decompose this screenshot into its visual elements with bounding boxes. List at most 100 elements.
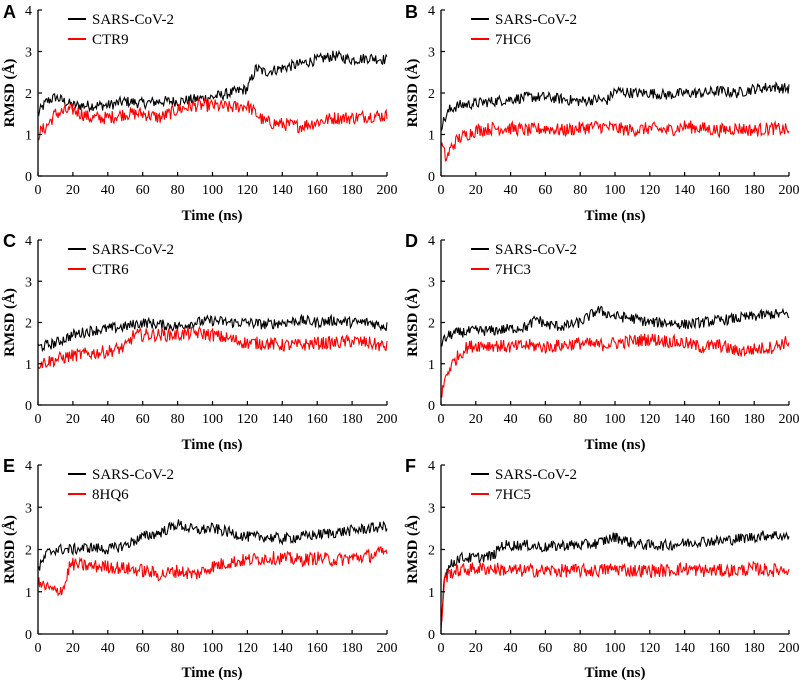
series-line-sars-cov-2 [440, 305, 790, 347]
y-tick-label: 0 [25, 399, 32, 414]
y-tick-label: 4 [25, 4, 32, 19]
x-tick-label: 80 [573, 412, 587, 427]
y-tick-label: 3 [25, 501, 32, 516]
x-tick-label: 180 [342, 183, 363, 198]
series-line-sars-cov-2 [440, 81, 790, 132]
x-tick-label: 20 [66, 641, 80, 656]
x-tick-label: 100 [605, 412, 626, 427]
panel-letter: D [405, 231, 418, 251]
x-tick-label: 60 [538, 412, 552, 427]
x-tick-label: 120 [639, 641, 660, 656]
x-tick-label: 0 [438, 641, 445, 656]
legend-label: SARS-CoV-2 [92, 12, 174, 28]
y-tick-label: 2 [25, 317, 32, 332]
series-line-ctr9 [37, 97, 388, 141]
x-axis-title: Time (ns) [585, 208, 646, 224]
y-tick-label: 3 [428, 501, 435, 516]
series-line-sars-cov-2 [37, 49, 388, 117]
series-line-8hq6 [37, 545, 388, 597]
x-tick-label: 40 [504, 412, 518, 427]
x-tick-label: 80 [171, 412, 185, 427]
y-tick-label: 4 [25, 459, 32, 474]
y-axis-title: RMSD (Å) [405, 59, 421, 128]
legend-label: SARS-CoV-2 [495, 467, 577, 483]
x-tick-label: 140 [674, 183, 695, 198]
x-tick-label: 0 [438, 183, 445, 198]
x-tick-label: 100 [202, 183, 223, 198]
legend-label: SARS-CoV-2 [495, 242, 577, 258]
y-tick-label: 1 [25, 586, 32, 601]
x-tick-label: 200 [377, 641, 398, 656]
x-tick-label: 160 [709, 183, 730, 198]
x-tick-label: 180 [744, 183, 765, 198]
x-tick-label: 0 [35, 183, 42, 198]
x-tick-label: 20 [66, 412, 80, 427]
x-tick-label: 100 [605, 641, 626, 656]
x-tick-label: 200 [779, 641, 800, 656]
x-tick-label: 20 [66, 183, 80, 198]
x-tick-label: 60 [538, 183, 552, 198]
x-tick-label: 180 [342, 641, 363, 656]
x-tick-label: 60 [538, 641, 552, 656]
series-line-7hc5 [440, 560, 790, 625]
x-tick-label: 200 [377, 183, 398, 198]
x-tick-label: 60 [136, 412, 150, 427]
x-tick-label: 20 [469, 641, 483, 656]
legend-label: 7HC5 [495, 487, 531, 503]
series-line-7hc3 [440, 333, 790, 399]
legend-label: 7HC6 [495, 32, 531, 48]
y-tick-label: 4 [25, 234, 32, 249]
legend-label: 8HQ6 [92, 487, 129, 503]
x-axis-title: Time (ns) [585, 437, 646, 453]
x-axis-title: Time (ns) [182, 437, 243, 453]
series-line-sars-cov-2 [440, 530, 790, 632]
x-tick-label: 160 [709, 641, 730, 656]
y-tick-label: 2 [428, 87, 435, 102]
x-tick-label: 160 [307, 183, 328, 198]
y-tick-label: 0 [25, 628, 32, 643]
x-tick-label: 200 [377, 412, 398, 427]
x-tick-label: 180 [744, 641, 765, 656]
x-tick-label: 160 [709, 412, 730, 427]
x-tick-label: 80 [573, 641, 587, 656]
series-line-sars-cov-2 [37, 519, 388, 571]
panel-letter: C [3, 231, 16, 251]
y-tick-label: 3 [428, 275, 435, 290]
x-tick-label: 80 [171, 641, 185, 656]
y-axis-title: RMSD (Å) [2, 515, 18, 584]
y-tick-label: 1 [428, 129, 435, 144]
y-tick-label: 0 [25, 170, 32, 185]
x-tick-label: 120 [237, 183, 258, 198]
series-line-sars-cov-2 [37, 313, 388, 353]
x-tick-label: 40 [504, 641, 518, 656]
y-tick-label: 1 [25, 358, 32, 373]
y-tick-label: 2 [25, 544, 32, 559]
y-tick-label: 4 [428, 4, 435, 19]
x-tick-label: 160 [307, 412, 328, 427]
x-tick-label: 120 [639, 412, 660, 427]
x-tick-label: 100 [202, 412, 223, 427]
panel-letter: B [405, 2, 418, 22]
x-tick-label: 200 [779, 183, 800, 198]
x-tick-label: 140 [272, 641, 293, 656]
y-tick-label: 3 [25, 46, 32, 61]
x-tick-label: 40 [101, 183, 115, 198]
y-axis-title: RMSD (Å) [405, 288, 421, 357]
x-tick-label: 60 [136, 183, 150, 198]
y-tick-label: 2 [428, 317, 435, 332]
y-tick-label: 3 [428, 46, 435, 61]
x-tick-label: 100 [202, 641, 223, 656]
legend-label: 7HC3 [495, 262, 531, 278]
x-tick-label: 140 [674, 412, 695, 427]
x-tick-label: 80 [171, 183, 185, 198]
x-tick-label: 40 [504, 183, 518, 198]
y-tick-label: 0 [428, 399, 435, 414]
x-axis-title: Time (ns) [182, 665, 243, 681]
x-tick-label: 100 [605, 183, 626, 198]
